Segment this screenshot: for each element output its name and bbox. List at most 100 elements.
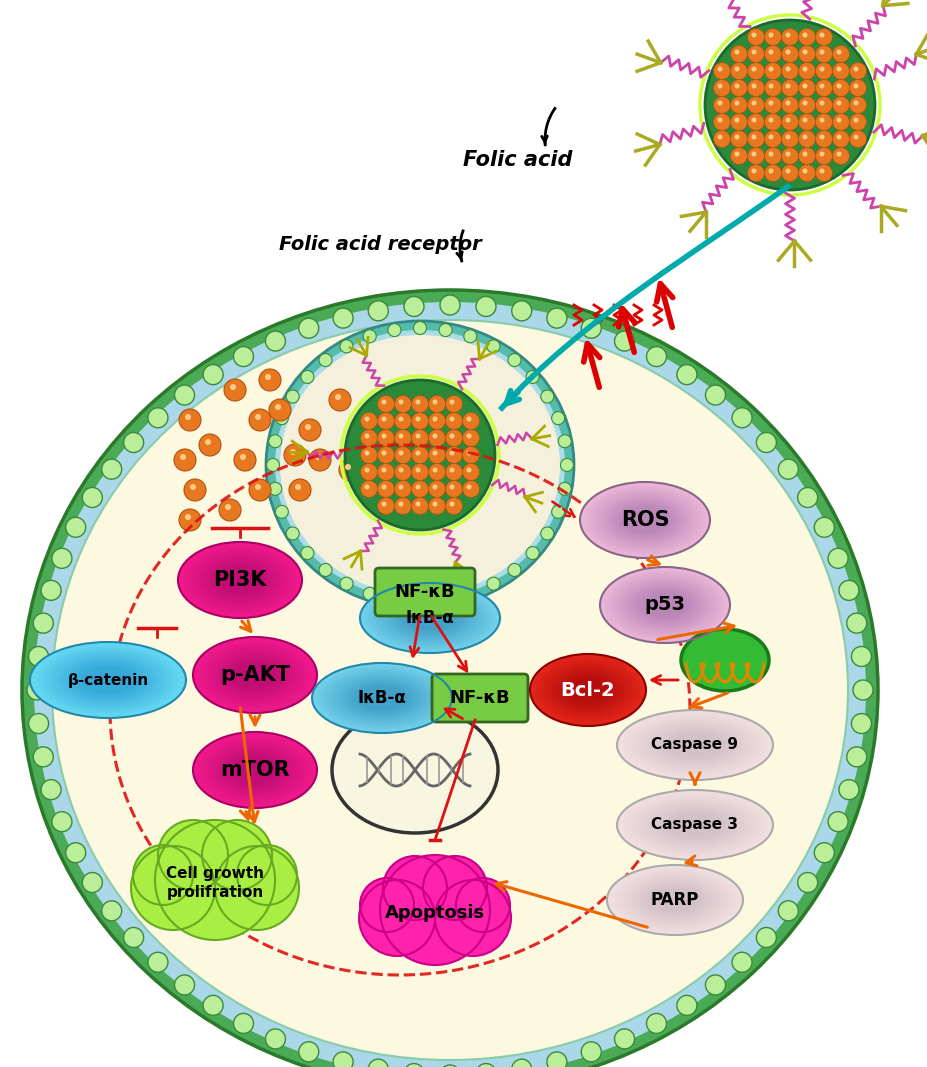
Ellipse shape [538,659,637,721]
Ellipse shape [640,882,709,918]
Circle shape [147,952,168,972]
Ellipse shape [614,869,735,931]
Circle shape [835,134,841,140]
Ellipse shape [399,603,461,634]
Circle shape [797,63,815,80]
Circle shape [298,1041,318,1062]
Ellipse shape [657,729,731,762]
Text: NF-κB: NF-κB [394,583,455,601]
Circle shape [415,501,420,507]
Circle shape [269,434,282,448]
Circle shape [174,385,195,405]
Circle shape [730,113,746,130]
Ellipse shape [70,662,145,698]
Circle shape [147,408,168,428]
Circle shape [265,331,286,351]
Ellipse shape [199,641,311,708]
Circle shape [764,147,781,164]
Circle shape [835,83,841,89]
Ellipse shape [204,643,306,706]
Circle shape [432,484,437,490]
Circle shape [394,497,411,514]
Circle shape [784,152,790,157]
Circle shape [377,446,394,463]
Ellipse shape [49,651,167,708]
Circle shape [432,450,437,456]
Circle shape [265,1029,286,1049]
Circle shape [781,113,797,130]
Circle shape [717,134,722,140]
Ellipse shape [633,717,756,773]
Ellipse shape [230,754,280,785]
Ellipse shape [266,321,574,609]
Circle shape [445,430,462,446]
Ellipse shape [593,490,695,550]
Ellipse shape [197,735,312,806]
Circle shape [449,450,454,456]
Ellipse shape [663,811,726,839]
Circle shape [298,419,321,441]
Circle shape [462,463,479,480]
Circle shape [432,467,437,473]
Circle shape [462,480,479,497]
Text: PARP: PARP [650,891,698,909]
Text: IκB-α: IκB-α [405,609,454,627]
Ellipse shape [82,667,134,692]
Circle shape [797,29,815,46]
Ellipse shape [636,588,692,622]
Ellipse shape [541,662,633,718]
Ellipse shape [219,653,291,697]
Circle shape [838,780,858,799]
Circle shape [764,96,781,113]
Circle shape [784,49,790,54]
Circle shape [428,413,445,430]
Ellipse shape [635,879,714,921]
Circle shape [746,164,764,181]
Circle shape [333,308,353,329]
Circle shape [540,527,553,540]
Circle shape [381,467,386,473]
Circle shape [319,353,332,367]
Circle shape [784,117,790,123]
Circle shape [29,714,48,733]
Circle shape [203,365,222,384]
Circle shape [746,29,764,46]
Circle shape [751,169,756,174]
Circle shape [381,501,386,507]
Ellipse shape [529,654,645,726]
Circle shape [411,396,428,413]
Ellipse shape [350,683,413,714]
Circle shape [705,975,725,994]
Circle shape [558,434,571,448]
Circle shape [394,446,411,463]
Circle shape [411,497,428,514]
Ellipse shape [584,484,705,555]
Circle shape [364,416,369,421]
Ellipse shape [379,593,480,643]
Circle shape [815,80,832,96]
Circle shape [387,593,400,606]
Ellipse shape [668,733,720,757]
Ellipse shape [210,562,269,598]
Ellipse shape [197,639,312,711]
Circle shape [449,399,454,404]
Ellipse shape [643,722,745,768]
Ellipse shape [623,507,667,532]
Circle shape [746,96,764,113]
Ellipse shape [620,873,728,927]
Circle shape [733,117,739,123]
Circle shape [797,96,815,113]
Circle shape [449,467,454,473]
Circle shape [184,414,191,420]
Ellipse shape [186,547,293,612]
Ellipse shape [184,546,295,614]
Circle shape [466,416,471,421]
Circle shape [852,680,872,700]
Circle shape [269,482,282,495]
Circle shape [131,846,215,930]
Circle shape [466,484,471,490]
Circle shape [717,66,722,71]
Ellipse shape [616,790,772,860]
Ellipse shape [531,655,643,724]
Ellipse shape [32,643,183,717]
